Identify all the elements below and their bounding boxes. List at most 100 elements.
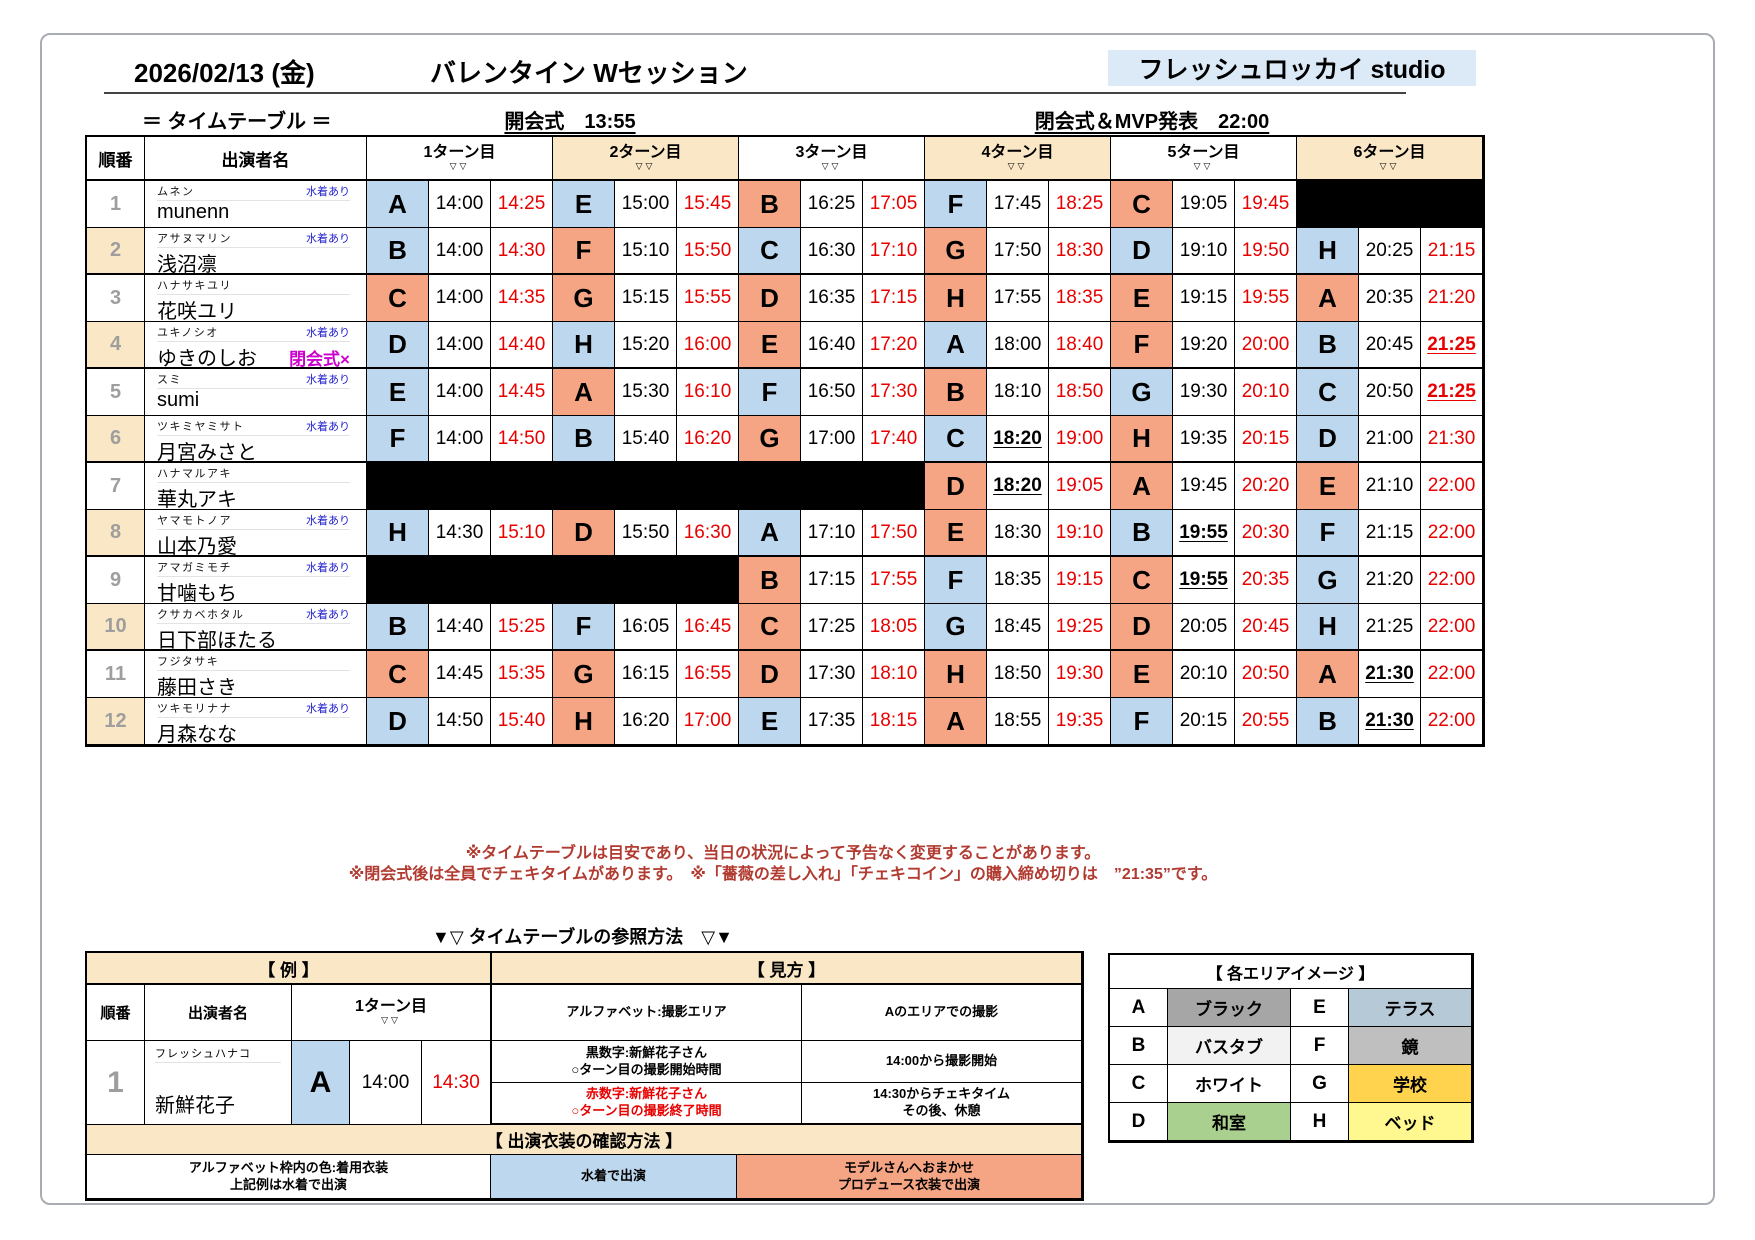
start-time-cell: 21:10: [1359, 463, 1421, 510]
end-time-cell: 17:10: [863, 228, 925, 275]
area-cell: F: [553, 604, 615, 651]
start-time-cell: 15:20: [615, 322, 677, 369]
costume-color-desc: アルファベット枠内の色:着用衣装 上記例は水着で出演: [87, 1155, 491, 1198]
area-cell: C: [1297, 369, 1359, 416]
start-time-cell: 15:30: [615, 369, 677, 416]
end-time-cell: 14:40: [491, 322, 553, 369]
performer-cell: アマガミモチ 水着あり 甘噛もち: [145, 557, 367, 604]
start-time-cell: 17:35: [801, 698, 863, 745]
area-cell: H: [1111, 416, 1173, 463]
turn-label: 1ターン目: [423, 143, 496, 161]
performer-cell: ツキミヤミサト 水着あり 月宮みさと: [145, 416, 367, 463]
start-time-cell: 19:55: [1173, 557, 1235, 604]
end-time-cell: 19:00: [1049, 416, 1111, 463]
performer-cell: クサカベホタル 水着あり 日下部ほたる: [145, 604, 367, 651]
blocked-cell: [1297, 181, 1483, 228]
page: 2026/02/13 (金) バレンタイン Wセッション フレッシュロッカイ s…: [40, 33, 1715, 1205]
end-time-cell: 20:55: [1235, 698, 1297, 745]
area-cell: H: [1297, 604, 1359, 651]
start-time-cell: 17:45: [987, 181, 1049, 228]
example-start-cell: 14:00: [350, 1041, 422, 1125]
performer-kana-line: ユキノシオ 水着あり: [157, 324, 350, 342]
area-code: B: [1110, 1027, 1168, 1065]
end-time-cell: 21:20: [1421, 275, 1483, 322]
performer-name-line: 月宮みさと: [157, 436, 350, 461]
start-time-cell: 14:00: [429, 416, 491, 463]
area-table-title: 【 各エリアイメージ 】: [1110, 955, 1472, 989]
timetable-label: ＝ タイムテーブル ＝: [142, 111, 332, 133]
end-time-cell: 20:45: [1235, 604, 1297, 651]
area-cell: D: [1111, 228, 1173, 275]
start-time-cell: 19:20: [1173, 322, 1235, 369]
start-time-cell: 21:30: [1359, 651, 1421, 698]
start-time-cell: 16:15: [615, 651, 677, 698]
performer-kana-line: アマガミモチ 水着あり: [157, 559, 350, 577]
start-time-cell: 14:00: [429, 181, 491, 228]
example-kana: フレッシュハナコ: [155, 1045, 281, 1063]
start-time-cell: 18:45: [987, 604, 1049, 651]
start-time-cell: 14:00: [429, 275, 491, 322]
costume-title: 【 出演衣装の確認方法 】: [87, 1125, 1082, 1155]
end-time-cell: 20:50: [1235, 651, 1297, 698]
start-time-cell: 15:10: [615, 228, 677, 275]
start-time-cell: 15:40: [615, 416, 677, 463]
area-cell: D: [1297, 416, 1359, 463]
swimsuit-flag: 水着あり: [306, 609, 350, 621]
end-time-cell: 15:25: [491, 604, 553, 651]
area-cell: B: [739, 557, 801, 604]
performer-name-line: 花咲ユリ: [157, 295, 350, 321]
performer-name-line: 浅沼凛: [157, 248, 350, 275]
area-name: 鏡: [1349, 1027, 1472, 1065]
start-time-cell: 20:25: [1359, 228, 1421, 275]
end-time-cell: 19:55: [1235, 275, 1297, 322]
turn-label: 3ターン目: [795, 143, 868, 161]
turn-header: 3ターン目 ▽▽: [739, 137, 925, 181]
end-time-cell: 16:45: [677, 604, 739, 651]
order-cell: 3: [87, 275, 145, 322]
area-name: 和室: [1168, 1103, 1291, 1141]
start-time-cell: 21:20: [1359, 557, 1421, 604]
start-time-cell: 17:10: [801, 510, 863, 557]
area-cell: B: [367, 604, 429, 651]
area-cell: H: [553, 322, 615, 369]
area-cell: E: [1297, 463, 1359, 510]
area-cell: F: [1111, 322, 1173, 369]
area-cell: C: [1111, 181, 1173, 228]
order-cell: 10: [87, 604, 145, 651]
performer-name: sumi: [157, 389, 200, 411]
example-order-header: 順番: [87, 985, 145, 1041]
example-title: 【 例 】: [87, 953, 492, 985]
start-time-cell: 14:45: [429, 651, 491, 698]
area-cell: B: [367, 228, 429, 275]
performer-name: 浅沼凛: [157, 254, 217, 275]
start-time-cell: 16:05: [615, 604, 677, 651]
performer-kana: アマガミモチ: [157, 562, 232, 574]
swimsuit-flag: 水着あり: [306, 374, 350, 386]
red-number-meaning: 14:30からチェキタイム その後、休憩: [802, 1083, 1082, 1125]
area-cell: A: [925, 322, 987, 369]
start-time-cell: 19:10: [1173, 228, 1235, 275]
area-cell: E: [1111, 651, 1173, 698]
performer-note: 閉会式×: [289, 350, 350, 369]
performer-name-line: munenn: [157, 201, 350, 224]
area-name: テラス: [1349, 989, 1472, 1027]
note-line-2: ※閉会式後は全員でチェキタイムがあります。 ※「薔薇の差し入れ」「チェキコイン」…: [348, 866, 1218, 883]
area-cell: B: [1297, 698, 1359, 745]
performer-kana-line: クサカベホタル 水着あり: [157, 606, 350, 624]
start-time-cell: 19:15: [1173, 275, 1235, 322]
performer-kana: アサヌマリン: [157, 233, 232, 245]
area-cell: B: [553, 416, 615, 463]
start-time-cell: 19:05: [1173, 181, 1235, 228]
area-cell: E: [1111, 275, 1173, 322]
performer-name-line: ゆきのしお 閉会式×: [157, 342, 350, 369]
performer-cell: ハナマルアキ 華丸アキ: [145, 463, 367, 510]
end-time-cell: 20:15: [1235, 416, 1297, 463]
order-cell: 11: [87, 651, 145, 698]
area-cell: C: [739, 604, 801, 651]
performer-kana: ムネン: [157, 186, 195, 198]
performer-kana: ハナマルアキ: [157, 468, 232, 480]
area-cell: G: [553, 651, 615, 698]
start-time-cell: 18:10: [987, 369, 1049, 416]
turn-marker-icon: ▽▽: [1193, 160, 1214, 171]
performer-name: ゆきのしお: [157, 348, 257, 369]
